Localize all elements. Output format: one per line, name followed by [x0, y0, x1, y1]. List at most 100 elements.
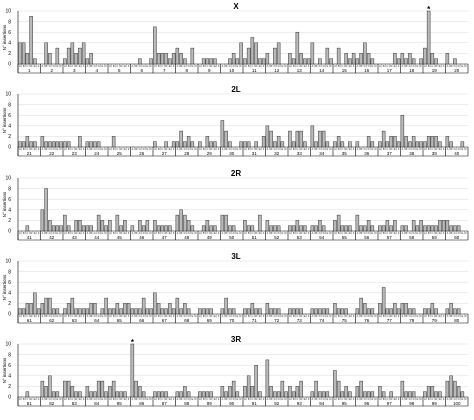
bar	[303, 225, 307, 232]
subdivision-label: E	[79, 147, 81, 151]
subdivision-label: E	[371, 397, 373, 401]
bar	[198, 308, 202, 315]
division-label: 15	[342, 68, 348, 73]
subdivision-label: C	[206, 231, 208, 235]
subdivision-label: D	[53, 397, 55, 401]
bar	[243, 308, 247, 315]
subdivision-label: A	[244, 64, 246, 68]
division-label: 32	[274, 151, 280, 156]
subdivision-label: D	[143, 64, 145, 68]
y-tick-label: 4	[8, 208, 11, 214]
y-tick-label: 6	[8, 113, 11, 119]
subdivision-label: E	[169, 147, 171, 151]
division-label: 81	[27, 401, 33, 406]
subdivision-label: F	[353, 397, 355, 401]
subdivision-label: A	[379, 147, 381, 151]
division-label: 64	[94, 318, 100, 323]
division-label: 54	[319, 235, 325, 240]
division-label: 86	[139, 401, 145, 406]
division-label: 92	[274, 401, 280, 406]
subdivision-label: B	[248, 397, 250, 401]
subdivision-label: E	[214, 147, 216, 151]
subdivision-label: D	[278, 397, 280, 401]
subdivision-label: A	[19, 64, 21, 68]
subdivision-label: B	[405, 64, 407, 68]
bar	[265, 220, 270, 232]
bar	[265, 125, 270, 148]
subdivision-label: F	[465, 64, 467, 68]
subdivision-label: A	[266, 314, 268, 318]
subdivision-label: F	[465, 397, 467, 401]
subdivision-label: F	[83, 231, 85, 235]
division-label: 98	[409, 401, 415, 406]
bar	[400, 114, 405, 148]
bar	[378, 386, 382, 398]
subdivision-label: C	[71, 147, 73, 151]
subdivision-label: A	[424, 397, 426, 401]
subdivision-label: D	[30, 147, 32, 151]
division-label: 89	[207, 401, 213, 406]
bar	[164, 225, 168, 232]
subdivision-label: D	[98, 64, 100, 68]
subdivision-label: A	[19, 314, 21, 318]
y-tick-label: 10	[5, 92, 11, 98]
division-label: 20	[454, 68, 460, 73]
subdivision-label: A	[19, 147, 21, 151]
subdivision-label: F	[218, 64, 220, 68]
subdivision-label: C	[274, 64, 276, 68]
bar	[423, 141, 427, 148]
subdivision-label: A	[176, 397, 178, 401]
bar	[295, 130, 300, 148]
bar	[126, 303, 131, 315]
subdivision-label: E	[416, 64, 418, 68]
subdivision-label: D	[30, 231, 32, 235]
subdivision-label: D	[368, 397, 370, 401]
division-label: 16	[364, 68, 370, 73]
subdivision-label: A	[446, 314, 448, 318]
subdivision-label: D	[390, 64, 392, 68]
subdivision-label: B	[293, 397, 295, 401]
subdivision-label: C	[206, 147, 208, 151]
subdivision-label: D	[120, 147, 122, 151]
subdivision-label: E	[461, 231, 463, 235]
subdivision-label: B	[203, 64, 205, 68]
subdivision-label: D	[323, 397, 325, 401]
bar	[291, 391, 296, 398]
division-label: 63	[72, 318, 78, 323]
subdivision-label: B	[338, 314, 340, 318]
subdivision-label: F	[308, 397, 310, 401]
subdivision-label: C	[251, 147, 253, 151]
division-label: 30	[229, 151, 235, 156]
subdivision-label: D	[435, 64, 437, 68]
bar	[55, 225, 60, 232]
subdivision-label: C	[296, 64, 298, 68]
subdivision-label: F	[353, 64, 355, 68]
bar	[351, 53, 356, 65]
subdivision-label: D	[323, 231, 325, 235]
subdivision-label: D	[210, 231, 212, 235]
subdivision-label: D	[98, 397, 100, 401]
bar	[96, 214, 101, 232]
bar	[89, 303, 93, 315]
subdivision-label: A	[41, 397, 43, 401]
subdivision-label: B	[338, 147, 340, 151]
bar	[419, 141, 423, 148]
division-label: 79	[432, 318, 438, 323]
subdivision-label: D	[435, 231, 437, 235]
subdivision-label: B	[383, 64, 385, 68]
subdivision-label: C	[184, 314, 186, 318]
division-label: 74	[319, 318, 325, 323]
subdivision-label: B	[360, 64, 362, 68]
bar	[231, 308, 236, 315]
subdivision-label: B	[248, 231, 250, 235]
bar	[265, 53, 270, 65]
bar	[404, 303, 408, 315]
subdivision-label: E	[281, 147, 283, 151]
bar	[348, 225, 352, 232]
subdivision-label: C	[274, 147, 276, 151]
subdivision-label: F	[38, 147, 40, 151]
subdivision-label: C	[139, 231, 141, 235]
subdivision-label: C	[341, 231, 343, 235]
division-label: 88	[184, 401, 190, 406]
